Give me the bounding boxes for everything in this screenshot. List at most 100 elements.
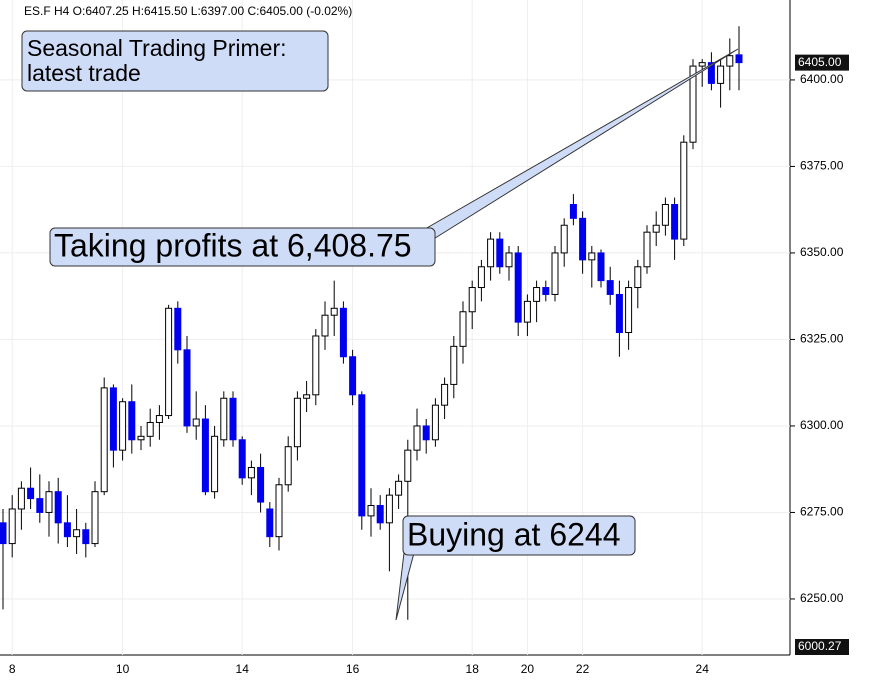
- x-tick-label: 22: [576, 662, 590, 676]
- x-tick-label: 10: [116, 662, 130, 676]
- callout-box: [21, 30, 329, 92]
- candle-body: [63, 522, 71, 538]
- candle-body: [349, 356, 357, 396]
- candle-body: [220, 397, 228, 441]
- callout-pointer: [395, 552, 415, 621]
- callout-text: Seasonal Trading Primer:: [27, 35, 287, 61]
- y-tick-label: 6375.00: [800, 159, 844, 173]
- candle-body: [569, 203, 577, 219]
- candle-body: [238, 439, 246, 479]
- candle-body: [413, 425, 421, 451]
- candle-body: [165, 307, 173, 417]
- callout-box: [402, 515, 636, 556]
- x-tick-label: 14: [236, 662, 250, 676]
- candle-body: [275, 484, 283, 538]
- candle-body: [588, 252, 596, 261]
- y-tick-label: 6300.00: [800, 418, 844, 432]
- candle-body: [579, 217, 587, 261]
- y-tick-label: 6275.00: [800, 505, 844, 519]
- candle-body: [606, 280, 614, 295]
- candle-body: [680, 141, 688, 240]
- candle-body: [468, 287, 476, 313]
- candle-body: [404, 449, 412, 482]
- x-tick-label: 8: [9, 662, 16, 676]
- candle-body: [689, 65, 697, 143]
- candle-body: [183, 349, 191, 427]
- candle-body: [551, 252, 559, 295]
- candle-body: [597, 252, 605, 282]
- candle-body: [82, 529, 90, 545]
- candle-body: [27, 487, 35, 500]
- candle-body: [192, 418, 200, 427]
- candle-body: [542, 287, 550, 295]
- candle-body: [339, 307, 347, 358]
- candle-body: [17, 487, 25, 510]
- candle-body: [91, 491, 99, 545]
- candle-body: [459, 311, 467, 347]
- candle-body: [367, 505, 375, 517]
- candle-body: [155, 415, 163, 423]
- candle-body: [671, 203, 679, 240]
- candle-body: [523, 300, 531, 323]
- candle-body: [201, 418, 209, 493]
- header: ES.F H4 O:6407.25 H:6415.50 L:6397.00 C:…: [24, 4, 352, 18]
- candle-body: [303, 394, 311, 399]
- candle-body: [293, 397, 301, 448]
- candle-body: [735, 54, 743, 64]
- last-price-box: [795, 54, 849, 71]
- candle-body: [533, 287, 541, 302]
- last-price-label: 6405.00: [798, 55, 842, 69]
- candle-body: [385, 494, 393, 524]
- callout-sell: Taking profits at 6,408.75: [49, 48, 739, 267]
- candle-body: [358, 394, 366, 517]
- candle-body: [376, 505, 384, 524]
- candle-body: [450, 345, 458, 385]
- callout-buy: Buying at 6244: [395, 515, 636, 621]
- y-tick-label: 6400.00: [800, 72, 844, 86]
- candle-body: [652, 224, 660, 233]
- candle-body: [496, 238, 504, 268]
- candle-body: [211, 435, 219, 493]
- candle-body: [54, 491, 62, 524]
- candle-body: [0, 522, 7, 545]
- x-tick-label: 20: [521, 662, 535, 676]
- y-tick-label: 6250.00: [800, 591, 844, 605]
- candle-body: [146, 421, 154, 437]
- candle-body: [661, 203, 669, 226]
- candle-body: [487, 238, 495, 268]
- candle-body: [514, 252, 522, 323]
- candle-body: [707, 62, 715, 84]
- callout-title: Seasonal Trading Primer: latest trade: [21, 30, 329, 92]
- y-tick-label: 6350.00: [800, 245, 844, 259]
- candle-body: [36, 498, 44, 513]
- bottom-box: [795, 639, 849, 655]
- candle-body: [625, 287, 633, 334]
- candle-body: [128, 401, 136, 441]
- callout-text: Buying at 6244: [407, 516, 621, 552]
- candle-body: [321, 314, 329, 337]
- candle-body: [247, 466, 255, 479]
- plot-area: [0, 0, 790, 655]
- candle-body: [505, 252, 513, 268]
- candle-body: [8, 508, 16, 545]
- candle-body: [284, 446, 292, 486]
- callout-box: [49, 227, 436, 267]
- candle-body: [717, 65, 725, 84]
- candle-body: [422, 425, 430, 441]
- candle-body: [477, 266, 485, 289]
- candle-body: [726, 55, 734, 67]
- candle-body: [330, 307, 338, 316]
- candle-body: [109, 387, 117, 451]
- candle-body: [100, 387, 108, 493]
- y-tick-label: 6325.00: [800, 332, 844, 346]
- x-tick-label: 16: [346, 662, 360, 676]
- candle-body: [45, 491, 53, 513]
- candle-body: [634, 266, 642, 289]
- candle-body: [643, 231, 651, 268]
- bottom-label: 6000.27: [798, 639, 842, 653]
- candle-body: [395, 480, 403, 496]
- candle-body: [174, 307, 182, 351]
- candle-body: [441, 383, 449, 406]
- candle-body: [560, 224, 568, 254]
